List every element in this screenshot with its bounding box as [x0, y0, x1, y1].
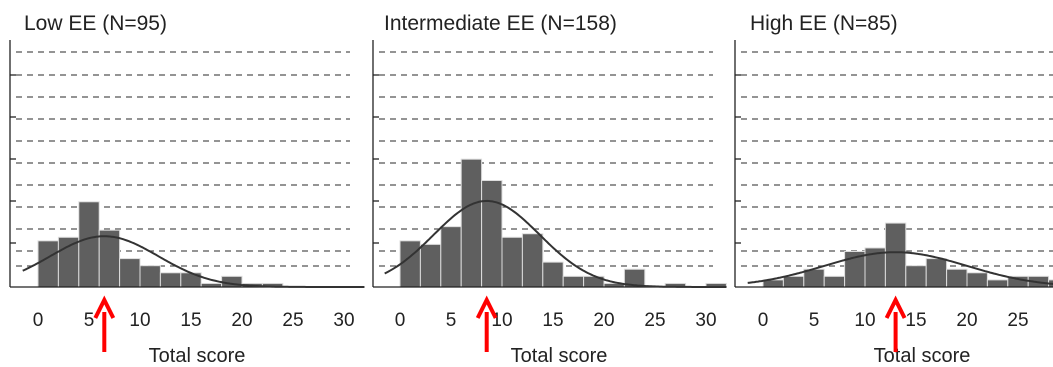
x-axis-label: Total score — [149, 345, 246, 367]
histogram-bar — [521, 233, 544, 288]
histogram-bar — [501, 236, 523, 288]
histogram-panel-1: Low EE (N=95) 0 5 10 15 20 25 30 Total score — [9, 12, 365, 367]
histogram-bar — [37, 240, 59, 288]
histogram-bar — [782, 275, 805, 288]
x-tick-label: 5 — [446, 310, 457, 331]
histogram-bar — [57, 236, 80, 288]
histogram-bar — [925, 258, 948, 288]
histogram-bar — [159, 272, 182, 288]
histogram-bar — [542, 261, 564, 288]
x-tick-label: 10 — [854, 310, 875, 331]
histogram-bar — [562, 275, 585, 288]
x-tick-label: 5 — [809, 310, 820, 331]
panel-title: High EE (N=85) — [750, 12, 898, 35]
x-tick-label: 0 — [395, 310, 406, 331]
x-tick-label: 30 — [695, 310, 716, 331]
x-tick-label: 10 — [129, 310, 150, 331]
panel-title: Intermediate EE (N=158) — [384, 12, 617, 35]
x-tick-label: 0 — [758, 310, 769, 331]
panel-title: Low EE (N=95) — [24, 12, 167, 35]
histogram-bar — [139, 265, 161, 288]
x-tick-label: 20 — [231, 310, 252, 331]
histogram-bar — [419, 243, 442, 288]
normal-curve — [384, 199, 727, 288]
x-tick-label: 30 — [333, 310, 354, 331]
x-tick-label: 5 — [84, 310, 95, 331]
x-tick-label: 0 — [33, 310, 44, 331]
histogram-bar — [481, 180, 503, 288]
normal-curve — [22, 235, 365, 288]
x-tick-label: 15 — [542, 310, 563, 331]
x-tick-label: 25 — [644, 310, 665, 331]
histogram-bar — [399, 240, 421, 288]
x-tick-label: 20 — [593, 310, 614, 331]
x-tick-label: 15 — [180, 310, 201, 331]
histogram-bar — [119, 258, 141, 288]
histogram-bar — [440, 226, 462, 288]
x-tick-label: 20 — [956, 310, 977, 331]
x-tick-label: 25 — [1007, 310, 1028, 331]
x-axis-label: Total score — [874, 345, 971, 367]
x-tick-label: 25 — [282, 310, 303, 331]
histogram-bar — [905, 265, 927, 288]
mean-arrow-head — [93, 295, 116, 319]
histogram-bar — [884, 222, 907, 288]
x-tick-label: 10 — [491, 310, 512, 331]
histogram-bar — [460, 158, 483, 288]
histogram-bar — [986, 279, 1009, 288]
x-axis-label: Total score — [511, 345, 608, 367]
histogram-bar — [966, 272, 988, 288]
histogram-bar — [78, 201, 100, 288]
x-tick-label: 15 — [905, 310, 926, 331]
normal-curve — [747, 251, 1053, 285]
histogram-bar — [98, 229, 121, 288]
histogram-bar — [823, 275, 846, 288]
mean-arrow-head — [884, 295, 907, 319]
histogram-bar — [946, 268, 968, 288]
mean-arrow-head — [475, 295, 498, 319]
histogram-panel-2: Intermediate EE (N=158) 0 5 10 15 20 25 30 Total… — [372, 12, 727, 367]
